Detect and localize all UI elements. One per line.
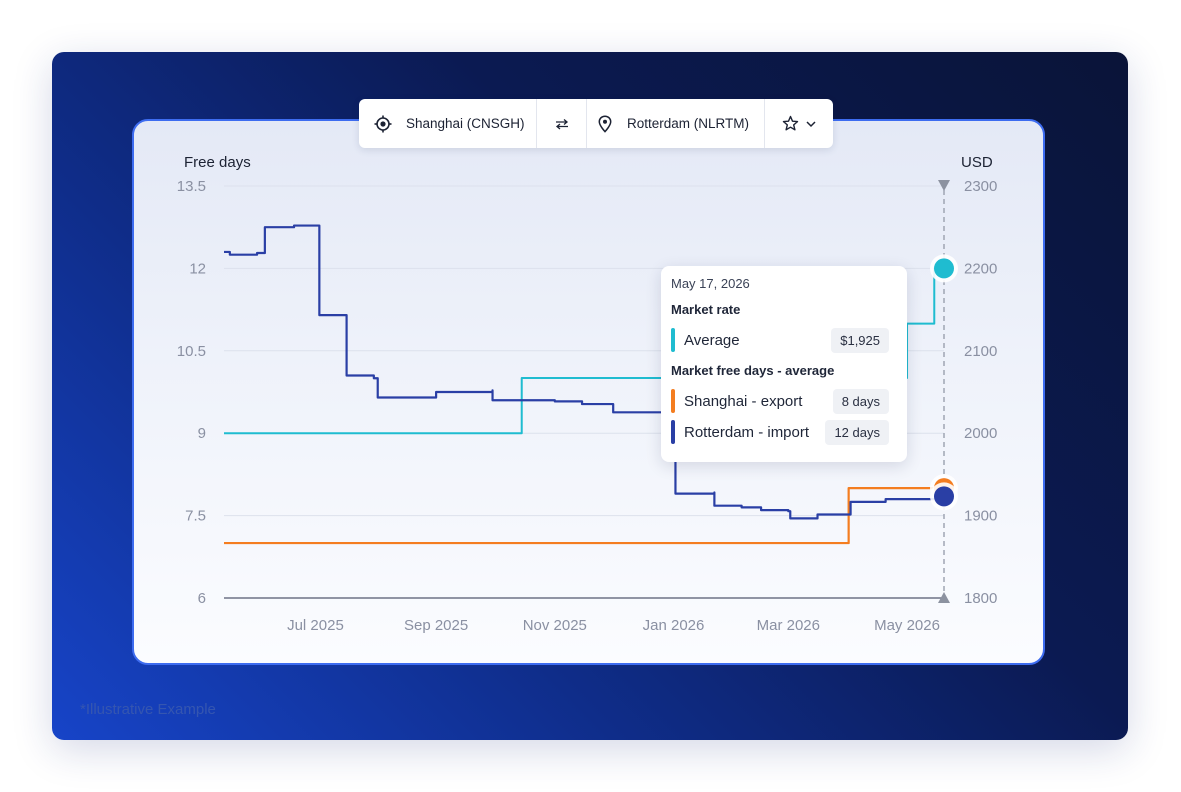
x-tick-label: May 2026 bbox=[874, 617, 940, 634]
import-row: Rotterdam - import 12 days bbox=[671, 419, 889, 445]
x-tick-label: Jul 2025 bbox=[287, 617, 344, 634]
x-tick-label: Mar 2026 bbox=[757, 617, 820, 634]
map-pin-icon bbox=[598, 114, 612, 133]
x-tick-label: Jan 2026 bbox=[643, 617, 705, 634]
export-value: 8 days bbox=[832, 388, 889, 414]
import-swatch bbox=[671, 420, 675, 444]
export-swatch bbox=[671, 389, 675, 413]
chart-card: 13.5 12 10.5 9 7.5 6 2300 2200 2100 2000 1900 1800 J… bbox=[132, 119, 1045, 665]
x-tick-label: Sep 2025 bbox=[404, 617, 468, 634]
y-tick-label: 13.5 bbox=[177, 178, 206, 195]
rate-chart: 13.5 12 10.5 9 7.5 6 2300 2200 2100 2000 1900 1800 J… bbox=[177, 154, 998, 634]
free-days-heading: Market free days - average bbox=[671, 363, 835, 378]
y2-tick-label: 2200 bbox=[964, 260, 997, 277]
average-label: Average bbox=[684, 331, 740, 349]
market-rate-heading: Market rate bbox=[671, 302, 741, 317]
y2-axis-title: USD bbox=[961, 154, 993, 171]
data-tooltip: May 17, 2026 Market rate Average $1,925 … bbox=[661, 266, 907, 462]
origin-label: Shanghai (CNSGH) bbox=[406, 116, 525, 131]
import-label: Rotterdam - import bbox=[684, 423, 810, 441]
export-row: Shanghai - export 8 days bbox=[671, 388, 889, 414]
cursor-bottom-arrow bbox=[938, 592, 950, 603]
y2-tick-label: 1900 bbox=[964, 508, 997, 525]
average-value: $1,925 bbox=[831, 327, 889, 353]
average-row: Average $1,925 bbox=[671, 327, 889, 353]
y-tick-label: 9 bbox=[198, 425, 206, 442]
crosshair-icon bbox=[374, 115, 392, 132]
y2-tick-label: 2300 bbox=[964, 178, 997, 195]
y-tick-label: 7.5 bbox=[185, 508, 206, 525]
export-label: Shanghai - export bbox=[684, 392, 803, 410]
destination-port[interactable]: Rotterdam (NLRTM) bbox=[587, 99, 764, 148]
illustrative-disclaimer: *Illustrative Example bbox=[80, 701, 216, 718]
swap-button[interactable] bbox=[537, 99, 586, 148]
series-line-import bbox=[224, 224, 940, 520]
chevron-down-icon bbox=[805, 120, 816, 127]
end-markers bbox=[930, 254, 958, 511]
y2-tick-label: 1800 bbox=[964, 590, 997, 607]
x-tick-label: Nov 2025 bbox=[523, 617, 587, 634]
origin-port[interactable]: Shanghai (CNSGH) bbox=[359, 99, 536, 148]
average-swatch bbox=[671, 328, 675, 352]
marker-import bbox=[934, 486, 954, 507]
swap-arrows-icon bbox=[555, 118, 568, 129]
destination-label: Rotterdam (NLRTM) bbox=[627, 116, 750, 131]
y-axis-title: Free days bbox=[184, 154, 251, 171]
marker-average bbox=[934, 258, 954, 279]
tooltip-date: May 17, 2026 bbox=[671, 276, 750, 291]
y-tick-label: 10.5 bbox=[177, 343, 206, 360]
favorite-dropdown[interactable] bbox=[765, 99, 833, 148]
y2-tick-label: 2100 bbox=[964, 343, 997, 360]
import-value: 12 days bbox=[825, 419, 889, 445]
route-selector: Shanghai (CNSGH) Rotterdam (NLRTM) bbox=[359, 99, 833, 148]
star-icon bbox=[782, 115, 798, 131]
axes: 13.5 12 10.5 9 7.5 6 2300 2200 2100 2000 1900 1800 J… bbox=[177, 178, 998, 634]
cursor-top-arrow bbox=[938, 180, 950, 191]
y-tick-label: 12 bbox=[189, 260, 206, 277]
y-tick-label: 6 bbox=[198, 590, 206, 607]
y2-tick-label: 2000 bbox=[964, 425, 997, 442]
